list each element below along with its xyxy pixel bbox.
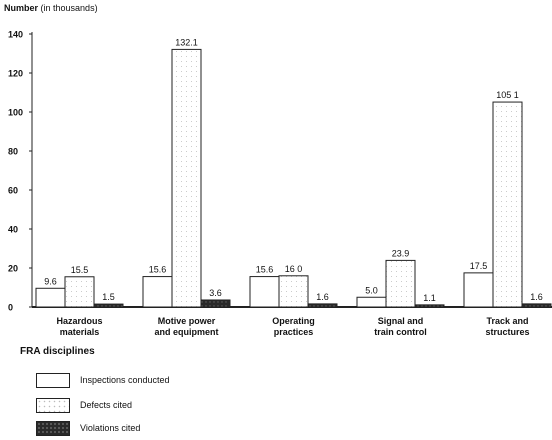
bar-defects: [171, 48, 202, 308]
y-tick-label: 0: [8, 303, 13, 313]
y-tick-label: 80: [8, 147, 18, 157]
category-label-line1: Hazardous: [56, 316, 102, 326]
bar-violations: [521, 303, 552, 308]
bar-inspections: [142, 276, 173, 308]
y-tick-label: 100: [8, 108, 23, 118]
y-tick-label: 60: [8, 186, 18, 196]
category-label-line2: train control: [374, 327, 427, 337]
legend-label-violations: Violations cited: [80, 423, 141, 433]
data-label-defects: 132.1: [175, 37, 198, 47]
legend-label-inspections: Inspections conducted: [80, 375, 170, 385]
bar-violations: [307, 303, 338, 308]
data-label-inspections: 15.6: [256, 265, 274, 275]
category-label-line2: and equipment: [154, 327, 218, 337]
y-tick-label: 120: [8, 69, 23, 79]
legend-swatch-defects: [36, 397, 70, 413]
category-label-line2: practices: [274, 327, 314, 337]
data-label-defects: 16 0: [285, 264, 303, 274]
bar-inspections: [463, 272, 494, 308]
bar-defects: [492, 101, 523, 308]
data-label-violations: 1.6: [530, 292, 543, 302]
data-label-inspections: 17.5: [470, 261, 488, 271]
data-label-defects: 23.9: [392, 248, 410, 258]
category-label-line1: Track and: [486, 316, 528, 326]
bar-defects: [64, 276, 95, 308]
bar-violations: [414, 304, 445, 308]
category-label-line1: Operating: [272, 316, 315, 326]
legend-item-violations: Violations cited: [36, 420, 140, 436]
bar-defects: [278, 275, 309, 308]
bar-violations: [200, 299, 231, 308]
data-label-violations: 3.6: [209, 288, 222, 298]
category-label-line2: materials: [60, 327, 100, 337]
legend-item-defects: Defects cited: [36, 397, 132, 413]
data-label-defects: 105 1: [496, 90, 519, 100]
data-label-violations: 1.5: [102, 292, 115, 302]
y-tick-label: 140: [8, 30, 23, 40]
y-axis-title: Number (in thousands): [4, 3, 98, 13]
legend-swatch-inspections: [36, 372, 70, 388]
y-axis-unit: (in thousands): [40, 3, 98, 13]
bar-inspections: [356, 296, 387, 308]
legend-item-inspections: Inspections conducted: [36, 372, 170, 388]
y-axis-title-text: Number: [4, 3, 39, 13]
bar-chart: 0 20 40 60 80 100 120 140 9.6 15.5 1.5 Hazardousmat…: [8, 30, 552, 337]
data-label-defects: 15.5: [71, 265, 89, 275]
data-label-violations: 1.1: [423, 293, 436, 303]
data-label-violations: 1.6: [316, 292, 329, 302]
bar-defects: [385, 259, 416, 308]
category-label-line1: Motive power: [158, 316, 216, 326]
y-tick-label: 40: [8, 225, 18, 235]
data-label-inspections: 15.6: [149, 265, 167, 275]
legend-label-defects: Defects cited: [80, 400, 133, 410]
bar-inspections: [249, 276, 280, 308]
data-label-inspections: 9.6: [44, 276, 57, 286]
category-label-line1: Signal and: [378, 316, 424, 326]
category-label-line2: structures: [485, 327, 529, 337]
x-axis-title: FRA disciplines: [20, 346, 95, 357]
data-label-inspections: 5.0: [365, 285, 378, 295]
bar-violations: [93, 303, 124, 308]
bar-inspections: [35, 287, 66, 308]
y-tick-label: 20: [8, 264, 18, 274]
legend-swatch-violations: [36, 420, 70, 436]
